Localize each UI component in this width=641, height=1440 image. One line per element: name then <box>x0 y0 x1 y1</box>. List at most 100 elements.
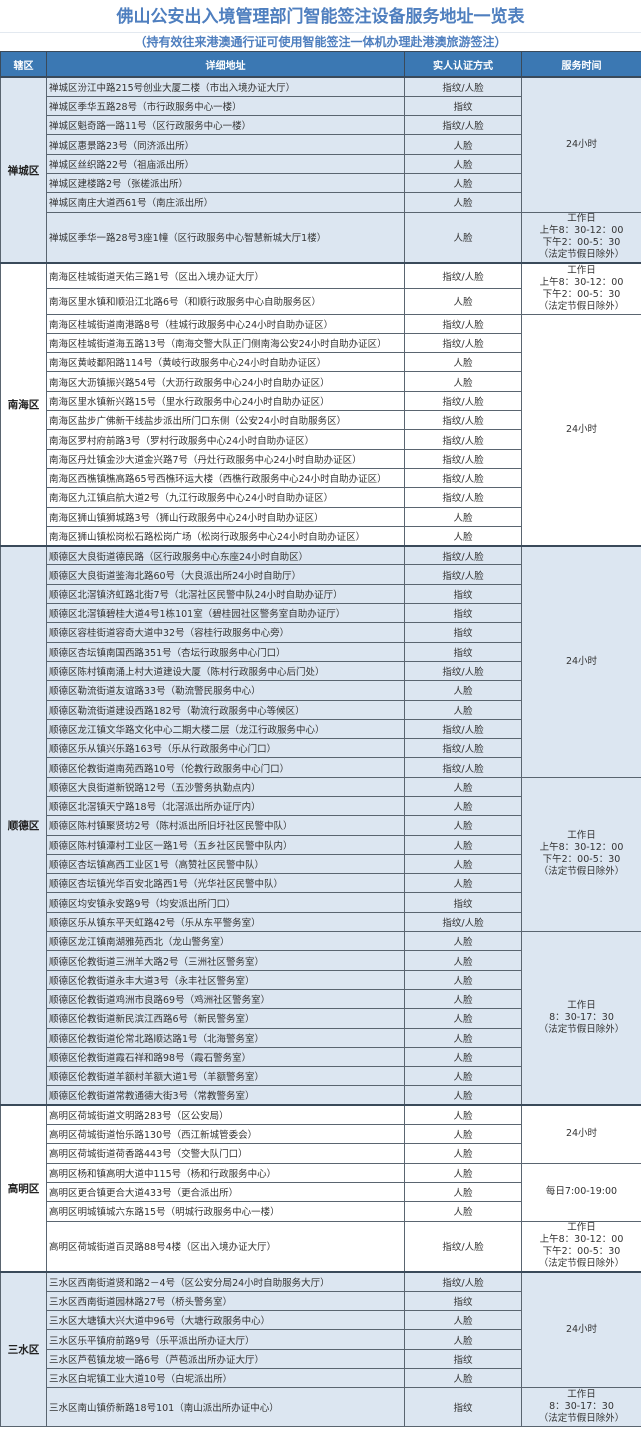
address-cell: 顺德区龙江镇文华路文化中心二期大楼二层（龙江行政服务中心） <box>46 718 405 740</box>
table-row: 顺德区容桂街道容奇大道中32号（容桂行政服务中心旁） 指纹 <box>1 622 641 643</box>
address-cell: 顺德区伦教街道伦常北路顺达路1号（北海警务室） <box>46 1027 405 1048</box>
table-row: 高明区更合镇更合大道433号（更合派出所） 人脸 <box>1 1181 641 1203</box>
address-cell: 高明区明城镇城六东路15号（明城行政服务中心一楼） <box>46 1201 405 1222</box>
auth-method-cell: 指纹/人脸 <box>404 76 522 97</box>
address-cell: 顺德区北滘镇天宁路18号（北滘派出所办证厅内） <box>46 795 405 817</box>
address-cell: 顺德区勒流街道建设西路182号（勒流行政服务中心等候区） <box>46 699 405 720</box>
table-row: 顺德区乐从镇东平天虹路42号（乐从东平警务室） 指纹/人脸 <box>1 911 641 933</box>
address-cell: 禅城区季华五路28号（市行政服务中心一楼） <box>46 95 405 117</box>
table-row: 禅城区 禅城区汾江中路215号创业大厦二楼（市出入境办证大厅） 指纹/人脸 24小时 <box>0 76 641 264</box>
address-cell: 顺德区伦教街道常教通德大街3号（常教警务室） <box>46 1085 405 1106</box>
address-table: 辖区 详细地址 实人认证方式 服务时间 禅城区 禅城区汾江中路215号创业大厦二楼… <box>0 51 641 1428</box>
service-hours-cell: 工作日 8：30-17：30 （法定节假日除外） <box>521 931 641 1106</box>
auth-method-cell: 人脸 <box>404 192 522 213</box>
table-row: 顺德区陈村镇潭村工业区一路1号（五乡社区民警中队内） 人脸 <box>1 834 641 855</box>
address-cell: 三水区白坭镇工业大道10号（白坭派出所） <box>46 1368 405 1389</box>
service-hours-cell: 24小时 <box>521 1104 641 1164</box>
address-cell: 禅城区魁奇路一路11号（区行政服务中心一楼） <box>46 115 405 136</box>
auth-method-cell: 人脸 <box>404 288 522 315</box>
table-row: 顺德区北滘镇天宁路18号（北滘派出所办证厅内） 人脸 <box>1 795 641 817</box>
address-cell: 南海区桂城街道南港路8号（桂城行政服务中心24小时自助办证区） <box>46 313 405 334</box>
auth-method-cell: 指纹 <box>404 1387 522 1428</box>
table-row: 南海区里水镇和顺沿江北路6号（和顺行政服务中心自助服务区） 人脸 <box>1 288 641 315</box>
address-cell: 南海区桂城街道天佑三路1号（区出入境办证大厅） <box>46 262 405 290</box>
table-row: 顺德区陈村镇聚贤坊2号（陈村派出所旧圩社区民警中队） 人脸 <box>1 815 641 836</box>
auth-method-cell: 指纹/人脸 <box>404 313 522 334</box>
table-row: 高明区荷城街道荷香路443号（交警大队门口） 人脸 <box>1 1143 641 1164</box>
address-cell: 三水区西南街道贤和路2－4号（区公安分局24小时自助服务大厅） <box>46 1271 405 1292</box>
table-row: 南海区里水镇新兴路15号（里水行政服务中心24小时自助办证区） 指纹/人脸 <box>1 390 641 412</box>
auth-method-cell: 人脸 <box>404 1162 522 1183</box>
auth-method-cell: 人脸 <box>404 776 522 798</box>
table-row: 高明区荷城街道怡乐路130号（西江新城管委会） 人脸 <box>1 1124 641 1145</box>
table-row: 顺德区伦教街道三洲羊大路2号（三洲社区警务室） 人脸 <box>1 950 641 971</box>
table-row: 顺德区乐从镇兴乐路163号（乐从行政服务中心门口） 指纹/人脸 <box>1 738 641 759</box>
address-cell: 三水区乐平镇府前路9号（乐平派出所办证大厅） <box>46 1329 405 1350</box>
auth-method-cell: 指纹 <box>404 641 522 662</box>
table-row: 南海区狮山镇狮城路3号（狮山行政服务中心24小时自助办证区） 人脸 <box>1 506 641 527</box>
table-row: 南海区 南海区桂城街道天佑三路1号（区出入境办证大厅） 指纹/人脸 工作日 上午8：3… <box>0 262 641 547</box>
address-cell: 顺德区杏坛镇光华百安北路西1号（光华社区民警中队） <box>46 873 405 894</box>
address-cell: 顺德区杏坛镇南国西路351号（杏坛行政服务中心门口） <box>46 641 405 662</box>
table-row: 顺德区大良街道鉴海北路60号（大良派出所24小时自助厅） 指纹/人脸 <box>1 564 641 585</box>
table-row: 南海区桂城街道南港路8号（桂城行政服务中心24小时自助办证区） 指纹/人脸 24小时 <box>1 313 641 547</box>
address-cell: 三水区大塘镇大兴大道中96号（大塘行政服务中心） <box>46 1310 405 1331</box>
address-cell: 三水区南山镇侨新路18号101（南山派出所办证中心） <box>46 1387 405 1428</box>
address-cell: 南海区狮山镇狮城路3号（狮山行政服务中心24小时自助办证区） <box>46 506 405 527</box>
auth-method-cell: 指纹/人脸 <box>404 757 522 778</box>
address-cell: 禅城区建楼路2号（张槎派出所） <box>46 172 405 194</box>
auth-method-cell: 人脸 <box>404 153 522 174</box>
address-cell: 高明区荷城街道荷香路443号（交警大队门口） <box>46 1143 405 1164</box>
table-row: 南海区黄岐鄱阳路114号（黄岐行政服务中心24小时自助办证区） 人脸 <box>1 352 641 373</box>
address-cell: 顺德区北滘镇碧桂大道4号1栋101室（碧桂园社区警务室自助办证厅） <box>46 603 405 624</box>
auth-method-cell: 指纹 <box>404 1290 522 1312</box>
auth-method-cell: 指纹/人脸 <box>404 738 522 759</box>
table-row: 顺德区大良街道新锐路12号（五沙警务执勤点内） 人脸 工作日 上午8：30-12：0… <box>1 776 641 933</box>
auth-method-cell: 人脸 <box>404 931 522 952</box>
auth-method-cell: 指纹/人脸 <box>404 448 522 469</box>
table-row: 禅城区建楼路2号（张槎派出所） 人脸 <box>1 172 641 194</box>
address-cell: 南海区桂城街道海五路13号（南海交警大队正门侧南海公安24小时自助办证区） <box>46 332 405 354</box>
table-row: 三水区南山镇侨新路18号101（南山派出所办证中心） 指纹 工作日 8：30-17：… <box>1 1387 641 1428</box>
column-header-address: 详细地址 <box>46 51 405 78</box>
address-cell: 南海区大沥镇振兴路54号（大沥行政服务中心24小时自助办证区） <box>46 371 405 392</box>
auth-method-cell: 人脸 <box>404 1310 522 1331</box>
page-subtitle: （持有效往来港澳通行证可使用智能签注一体机办理赴港澳旅游签注） <box>0 33 641 51</box>
address-cell: 南海区狮山镇松岗松石路松岗广场（松岗行政服务中心24小时自助办证区） <box>46 525 405 547</box>
table-row: 顺德区北滘镇碧桂大道4号1栋101室（碧桂园社区警务室自助办证厅） 指纹 <box>1 603 641 624</box>
auth-method-cell: 人脸 <box>404 1046 522 1068</box>
auth-method-cell: 指纹/人脸 <box>404 718 522 740</box>
auth-method-cell: 人脸 <box>404 950 522 971</box>
table-row: 三水区乐平镇府前路9号（乐平派出所办证大厅） 人脸 <box>1 1329 641 1350</box>
auth-method-cell: 指纹/人脸 <box>404 1220 522 1273</box>
service-hours-cell: 24小时 <box>521 76 641 213</box>
address-cell: 南海区罗村府前路3号（罗村行政服务中心24小时自助办证区） <box>46 429 405 450</box>
service-hours-cell: 工作日 上午8：30-12：00 下午2：00-5：30 （法定节假日除外） <box>521 211 641 264</box>
table-row: 顺德区杏坛镇高西工业区1号（高赞社区民警中队） 人脸 <box>1 853 641 875</box>
table-header-row: 辖区 详细地址 实人认证方式 服务时间 <box>0 51 641 78</box>
auth-method-cell: 指纹/人脸 <box>404 262 522 290</box>
auth-method-cell: 指纹 <box>404 1348 522 1370</box>
address-cell: 顺德区大良街道德民路（区行政服务中心东座24小时自助区） <box>46 545 405 566</box>
address-cell: 顺德区伦教街道永丰大道3号（永丰社区警务室） <box>46 969 405 990</box>
table-row: 南海区九江镇启航大道2号（九江行政服务中心24小时自助办证区） 指纹/人脸 <box>1 487 641 508</box>
address-cell: 三水区芦苞镇龙坡一路6号（芦苞派出所办证大厅） <box>46 1348 405 1370</box>
table-row: 南海区罗村府前路3号（罗村行政服务中心24小时自助办证区） 指纹/人脸 <box>1 429 641 450</box>
auth-method-cell: 人脸 <box>404 834 522 855</box>
auth-method-cell: 人脸 <box>404 352 522 373</box>
column-header-district: 辖区 <box>0 51 47 78</box>
table-row: 三水区白坭镇工业大道10号（白坭派出所） 人脸 <box>1 1368 641 1389</box>
address-cell: 顺德区伦教街道南苑西路10号（伦教行政服务中心门口） <box>46 757 405 778</box>
auth-method-cell: 指纹/人脸 <box>404 115 522 136</box>
table-row: 顺德区北滘镇济虹路北街7号（北滘社区民警中队24小时自助办证厅） 指纹 <box>1 583 641 605</box>
table-row: 禅城区季华一路28号3座1幢（区行政服务中心智慧新城大厅1楼） 人脸 工作日 上午8… <box>1 211 641 264</box>
table-row: 顺德区 顺德区大良街道德民路（区行政服务中心东座24小时自助区） 指纹/人脸 24小时 <box>0 545 641 1106</box>
table-row: 高明区荷城街道百灵路88号4楼（区出入境办证大厅） 指纹/人脸 工作日 上午8：30… <box>1 1220 641 1273</box>
auth-method-cell: 指纹/人脸 <box>404 545 522 566</box>
address-cell: 高明区更合镇更合大道433号（更合派出所） <box>46 1181 405 1203</box>
address-cell: 顺德区容桂街道容奇大道中32号（容桂行政服务中心旁） <box>46 622 405 643</box>
auth-method-cell: 人脸 <box>404 1329 522 1350</box>
address-cell: 顺德区勒流街道友谊路33号（勒流警民服务中心） <box>46 680 405 701</box>
auth-method-cell: 指纹/人脸 <box>404 467 522 489</box>
auth-method-cell: 指纹/人脸 <box>404 390 522 412</box>
